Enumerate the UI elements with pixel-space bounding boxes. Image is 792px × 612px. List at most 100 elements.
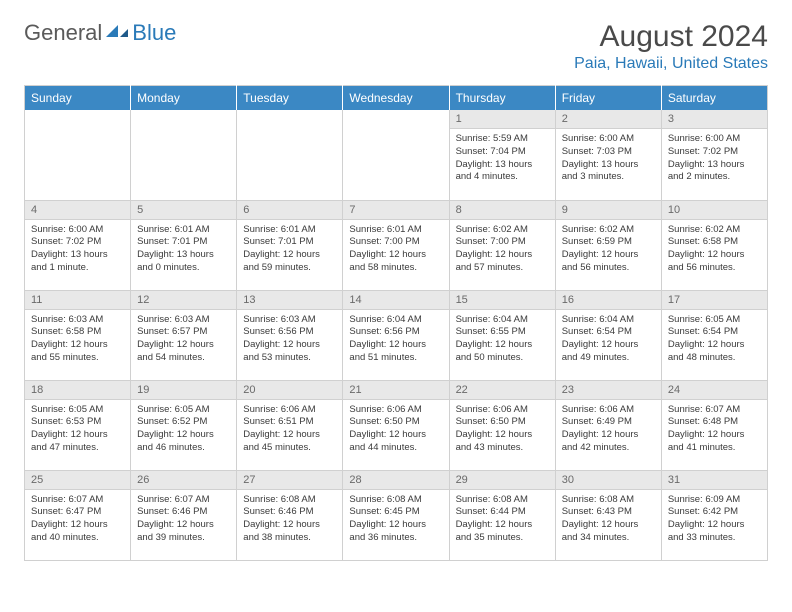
day-details: Sunrise: 6:05 AMSunset: 6:52 PMDaylight:… <box>131 400 236 459</box>
calendar-cell: 2Sunrise: 6:00 AMSunset: 7:03 PMDaylight… <box>555 110 661 200</box>
day-details: Sunrise: 6:07 AMSunset: 6:48 PMDaylight:… <box>662 400 767 459</box>
day-number: 28 <box>343 471 448 490</box>
calendar-cell: 19Sunrise: 6:05 AMSunset: 6:52 PMDayligh… <box>131 380 237 470</box>
day-number: 19 <box>131 381 236 400</box>
calendar-cell: 4Sunrise: 6:00 AMSunset: 7:02 PMDaylight… <box>25 200 131 290</box>
calendar-cell: 23Sunrise: 6:06 AMSunset: 6:49 PMDayligh… <box>555 380 661 470</box>
page-header: General Blue August 2024 Paia, Hawaii, U… <box>24 20 768 73</box>
day-number: 1 <box>450 110 555 129</box>
day-details: Sunrise: 6:09 AMSunset: 6:42 PMDaylight:… <box>662 490 767 549</box>
day-number: 12 <box>131 291 236 310</box>
day-number: 20 <box>237 381 342 400</box>
day-details: Sunrise: 6:03 AMSunset: 6:58 PMDaylight:… <box>25 310 130 369</box>
day-details: Sunrise: 6:08 AMSunset: 6:44 PMDaylight:… <box>450 490 555 549</box>
calendar-cell: 7Sunrise: 6:01 AMSunset: 7:00 PMDaylight… <box>343 200 449 290</box>
day-number: 24 <box>662 381 767 400</box>
calendar-cell: 17Sunrise: 6:05 AMSunset: 6:54 PMDayligh… <box>661 290 767 380</box>
day-details: Sunrise: 6:05 AMSunset: 6:53 PMDaylight:… <box>25 400 130 459</box>
day-details: Sunrise: 6:02 AMSunset: 7:00 PMDaylight:… <box>450 220 555 279</box>
day-number: 15 <box>450 291 555 310</box>
weekday-header: Saturday <box>661 86 767 111</box>
day-number: 30 <box>556 471 661 490</box>
day-details: Sunrise: 6:01 AMSunset: 7:01 PMDaylight:… <box>237 220 342 279</box>
day-details: Sunrise: 6:04 AMSunset: 6:56 PMDaylight:… <box>343 310 448 369</box>
calendar-row: 25Sunrise: 6:07 AMSunset: 6:47 PMDayligh… <box>25 470 768 560</box>
day-number: 17 <box>662 291 767 310</box>
title-block: August 2024 Paia, Hawaii, United States <box>574 20 768 73</box>
day-details: Sunrise: 6:07 AMSunset: 6:47 PMDaylight:… <box>25 490 130 549</box>
day-details: Sunrise: 6:06 AMSunset: 6:50 PMDaylight:… <box>450 400 555 459</box>
day-number: 13 <box>237 291 342 310</box>
calendar-cell: 11Sunrise: 6:03 AMSunset: 6:58 PMDayligh… <box>25 290 131 380</box>
weekday-header: Monday <box>131 86 237 111</box>
calendar-cell: 8Sunrise: 6:02 AMSunset: 7:00 PMDaylight… <box>449 200 555 290</box>
calendar-cell: 10Sunrise: 6:02 AMSunset: 6:58 PMDayligh… <box>661 200 767 290</box>
calendar-cell: 20Sunrise: 6:06 AMSunset: 6:51 PMDayligh… <box>237 380 343 470</box>
day-number: 6 <box>237 201 342 220</box>
weekday-header: Friday <box>555 86 661 111</box>
calendar-cell: 6Sunrise: 6:01 AMSunset: 7:01 PMDaylight… <box>237 200 343 290</box>
day-details: Sunrise: 5:59 AMSunset: 7:04 PMDaylight:… <box>450 129 555 188</box>
day-details: Sunrise: 6:00 AMSunset: 7:02 PMDaylight:… <box>25 220 130 279</box>
calendar-cell: 12Sunrise: 6:03 AMSunset: 6:57 PMDayligh… <box>131 290 237 380</box>
calendar-cell: 21Sunrise: 6:06 AMSunset: 6:50 PMDayligh… <box>343 380 449 470</box>
day-number: 26 <box>131 471 236 490</box>
calendar-cell: 3Sunrise: 6:00 AMSunset: 7:02 PMDaylight… <box>661 110 767 200</box>
day-details: Sunrise: 6:05 AMSunset: 6:54 PMDaylight:… <box>662 310 767 369</box>
day-details: Sunrise: 6:04 AMSunset: 6:55 PMDaylight:… <box>450 310 555 369</box>
day-number: 4 <box>25 201 130 220</box>
calendar-cell: 24Sunrise: 6:07 AMSunset: 6:48 PMDayligh… <box>661 380 767 470</box>
day-number: 18 <box>25 381 130 400</box>
calendar-cell: 27Sunrise: 6:08 AMSunset: 6:46 PMDayligh… <box>237 470 343 560</box>
day-number: 23 <box>556 381 661 400</box>
location-subtitle: Paia, Hawaii, United States <box>574 55 768 73</box>
day-number: 5 <box>131 201 236 220</box>
calendar-row: 1Sunrise: 5:59 AMSunset: 7:04 PMDaylight… <box>25 110 768 200</box>
calendar-body: 1Sunrise: 5:59 AMSunset: 7:04 PMDaylight… <box>25 110 768 560</box>
weekday-header: Tuesday <box>237 86 343 111</box>
brand-name-part1: General <box>24 20 102 46</box>
brand-name-part2: Blue <box>132 20 176 46</box>
day-number: 10 <box>662 201 767 220</box>
day-details: Sunrise: 6:03 AMSunset: 6:57 PMDaylight:… <box>131 310 236 369</box>
day-number: 29 <box>450 471 555 490</box>
weekday-header-row: SundayMondayTuesdayWednesdayThursdayFrid… <box>25 86 768 111</box>
calendar-cell: 1Sunrise: 5:59 AMSunset: 7:04 PMDaylight… <box>449 110 555 200</box>
day-details: Sunrise: 6:02 AMSunset: 6:58 PMDaylight:… <box>662 220 767 279</box>
day-details: Sunrise: 6:02 AMSunset: 6:59 PMDaylight:… <box>556 220 661 279</box>
weekday-header: Wednesday <box>343 86 449 111</box>
day-details: Sunrise: 6:04 AMSunset: 6:54 PMDaylight:… <box>556 310 661 369</box>
day-details: Sunrise: 6:08 AMSunset: 6:43 PMDaylight:… <box>556 490 661 549</box>
day-details: Sunrise: 6:03 AMSunset: 6:56 PMDaylight:… <box>237 310 342 369</box>
calendar-cell: 25Sunrise: 6:07 AMSunset: 6:47 PMDayligh… <box>25 470 131 560</box>
weekday-header: Thursday <box>449 86 555 111</box>
day-number: 9 <box>556 201 661 220</box>
calendar-table: SundayMondayTuesdayWednesdayThursdayFrid… <box>24 85 768 561</box>
calendar-cell: 16Sunrise: 6:04 AMSunset: 6:54 PMDayligh… <box>555 290 661 380</box>
day-details: Sunrise: 6:06 AMSunset: 6:50 PMDaylight:… <box>343 400 448 459</box>
calendar-cell: 22Sunrise: 6:06 AMSunset: 6:50 PMDayligh… <box>449 380 555 470</box>
day-details: Sunrise: 6:07 AMSunset: 6:46 PMDaylight:… <box>131 490 236 549</box>
calendar-cell <box>131 110 237 200</box>
day-details: Sunrise: 6:01 AMSunset: 7:00 PMDaylight:… <box>343 220 448 279</box>
calendar-row: 4Sunrise: 6:00 AMSunset: 7:02 PMDaylight… <box>25 200 768 290</box>
calendar-cell: 26Sunrise: 6:07 AMSunset: 6:46 PMDayligh… <box>131 470 237 560</box>
calendar-cell <box>343 110 449 200</box>
calendar-cell: 15Sunrise: 6:04 AMSunset: 6:55 PMDayligh… <box>449 290 555 380</box>
calendar-cell: 18Sunrise: 6:05 AMSunset: 6:53 PMDayligh… <box>25 380 131 470</box>
day-details: Sunrise: 6:06 AMSunset: 6:49 PMDaylight:… <box>556 400 661 459</box>
day-number: 11 <box>25 291 130 310</box>
page-title: August 2024 <box>574 20 768 53</box>
day-number: 14 <box>343 291 448 310</box>
day-details: Sunrise: 6:08 AMSunset: 6:46 PMDaylight:… <box>237 490 342 549</box>
calendar-cell: 14Sunrise: 6:04 AMSunset: 6:56 PMDayligh… <box>343 290 449 380</box>
calendar-row: 11Sunrise: 6:03 AMSunset: 6:58 PMDayligh… <box>25 290 768 380</box>
day-details: Sunrise: 6:00 AMSunset: 7:02 PMDaylight:… <box>662 129 767 188</box>
calendar-cell <box>25 110 131 200</box>
day-details: Sunrise: 6:08 AMSunset: 6:45 PMDaylight:… <box>343 490 448 549</box>
brand-sail-icon <box>104 23 130 39</box>
day-number: 31 <box>662 471 767 490</box>
day-details: Sunrise: 6:00 AMSunset: 7:03 PMDaylight:… <box>556 129 661 188</box>
brand-logo: General Blue <box>24 20 176 46</box>
calendar-cell <box>237 110 343 200</box>
